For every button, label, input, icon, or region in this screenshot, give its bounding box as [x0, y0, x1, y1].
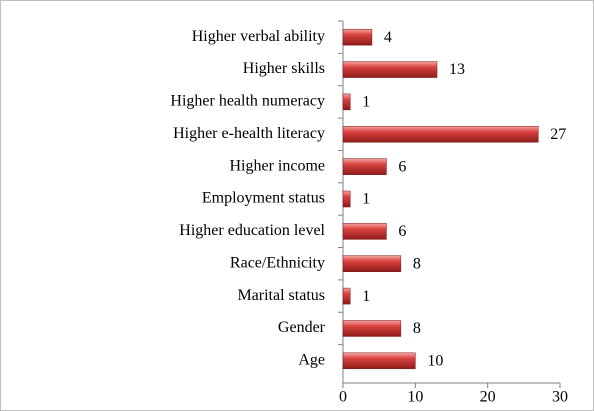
- y-tick-label: Higher verbal ability: [192, 28, 325, 45]
- value-label: 27: [550, 126, 566, 143]
- bar: [342, 158, 387, 175]
- bar: [342, 255, 402, 272]
- value-label: 6: [398, 158, 406, 175]
- value-label: 1: [362, 288, 370, 305]
- value-label: 8: [413, 320, 421, 337]
- value-label: 8: [413, 255, 421, 272]
- bar: [342, 61, 438, 78]
- value-label: 13: [449, 61, 465, 78]
- value-label: 4: [384, 29, 392, 46]
- bar: [342, 320, 402, 337]
- x-tick-label: 30: [552, 389, 568, 406]
- y-tick-label: Gender: [278, 319, 326, 336]
- y-tick-label: Employment status: [202, 190, 325, 207]
- bar: [342, 126, 539, 143]
- x-tick-label: 20: [480, 389, 496, 406]
- bar: [342, 28, 373, 46]
- bar: [342, 352, 416, 370]
- value-label: 6: [398, 223, 406, 240]
- value-label: 10: [427, 352, 443, 369]
- y-tick-label: Higher income: [229, 157, 325, 174]
- bar: [342, 223, 387, 240]
- bar: [342, 287, 351, 305]
- bar: [342, 190, 351, 208]
- y-tick-label: Higher skills: [243, 60, 325, 77]
- y-tick-label: Age: [298, 351, 325, 368]
- value-label: 1: [362, 94, 370, 111]
- bar: [342, 93, 351, 111]
- x-tick-label: 10: [407, 389, 423, 406]
- y-tick-label: Race/Ethnicity: [230, 254, 325, 271]
- y-tick-label: Higher e-health literacy: [173, 125, 325, 142]
- y-tick-label: Marital status: [237, 287, 325, 304]
- y-tick-label: Higher education level: [179, 222, 325, 239]
- x-tick-label: 0: [339, 389, 347, 406]
- value-label: 1: [362, 191, 370, 208]
- y-tick-label: Higher health numeracy: [170, 93, 325, 110]
